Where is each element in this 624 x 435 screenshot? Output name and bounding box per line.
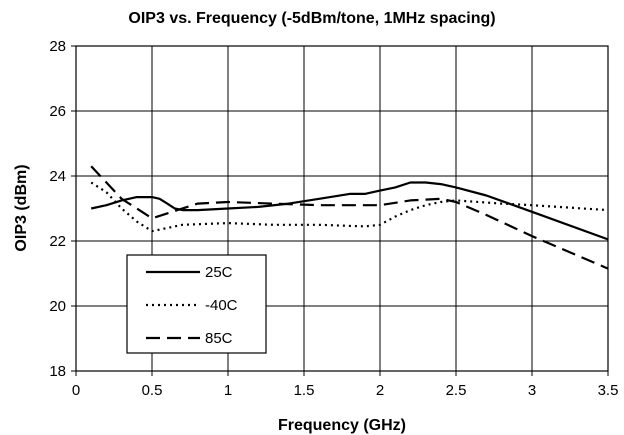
series-line-85c: [90, 165, 609, 270]
y-tick-label: 22: [49, 233, 66, 250]
legend-label: 85C: [205, 330, 233, 347]
series-line-25c: [90, 181, 609, 241]
x-tick-label: 3.5: [598, 382, 619, 399]
x-tick-label: 1.5: [294, 382, 315, 399]
y-tick-label: 20: [49, 298, 66, 315]
y-tick-label: 18: [49, 363, 66, 380]
x-tick-label: 0: [72, 382, 80, 399]
legend-label: 25C: [205, 264, 233, 281]
plot-frame: [75, 45, 609, 372]
tick-labels: 0 0.5 1 1.5 2 2.5 3 3.5 18 20 22 24 26 28: [49, 38, 618, 399]
legend-label: -40C: [205, 297, 238, 314]
x-tick-label: 1: [224, 382, 232, 399]
chart-title: OIP3 vs. Frequency (-5dBm/tone, 1MHz spa…: [128, 10, 495, 27]
series-line-40c: [90, 181, 609, 233]
series-lines: [90, 165, 609, 270]
y-axis-label: OIP3 (dBm): [13, 164, 30, 251]
x-tick-label: 3: [528, 382, 536, 399]
legend: 25C -40C 85C: [126, 254, 267, 354]
x-axis-label: Frequency (GHz): [278, 417, 406, 434]
x-tick-label: 2.5: [446, 382, 467, 399]
y-tick-label: 26: [49, 103, 66, 120]
y-tick-label: 28: [49, 38, 66, 55]
x-tick-label: 0.5: [142, 382, 163, 399]
y-tick-label: 24: [49, 168, 66, 185]
x-tick-label: 2: [376, 382, 384, 399]
